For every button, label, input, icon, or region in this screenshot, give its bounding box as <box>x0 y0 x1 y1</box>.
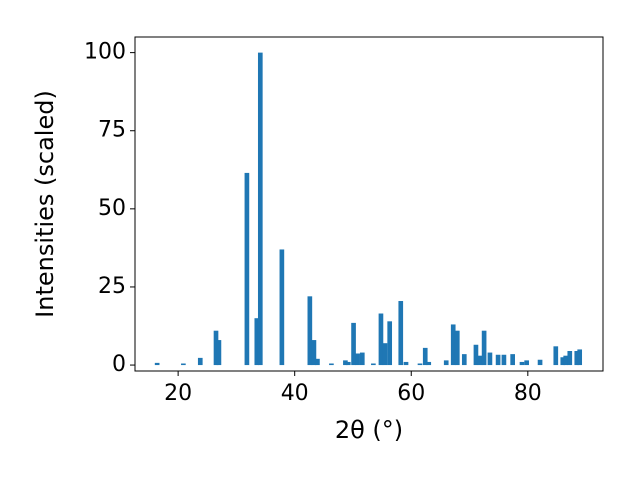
bar <box>371 363 376 366</box>
bar <box>359 352 365 366</box>
bar <box>213 330 219 366</box>
bar <box>181 363 186 366</box>
bar <box>454 330 460 366</box>
bar <box>473 344 479 366</box>
bar <box>574 351 580 366</box>
bar <box>524 360 529 366</box>
bar <box>403 361 409 366</box>
bar <box>553 346 559 366</box>
x-tick-label: 80 <box>514 381 542 406</box>
y-tick-label: 75 <box>98 118 126 143</box>
bar <box>216 340 222 366</box>
bar <box>398 301 404 366</box>
bar <box>257 52 263 366</box>
bar <box>567 351 573 366</box>
bar <box>355 353 360 366</box>
x-tick-label: 40 <box>281 381 309 406</box>
y-tick-label: 100 <box>84 40 126 65</box>
bar <box>577 349 583 366</box>
bar <box>443 360 449 366</box>
y-tick-label: 25 <box>98 274 126 299</box>
bar <box>537 359 543 366</box>
bar <box>426 361 432 366</box>
bar <box>510 354 515 366</box>
bar <box>487 352 493 366</box>
bar <box>279 249 285 366</box>
x-tick-label: 60 <box>397 381 425 406</box>
bar <box>154 362 160 366</box>
bar <box>254 318 260 366</box>
bar <box>560 357 566 366</box>
bar <box>461 354 467 366</box>
y-tick-label: 0 <box>112 352 126 377</box>
bar <box>343 360 348 366</box>
bar <box>422 347 428 366</box>
bar <box>197 357 203 366</box>
bar <box>501 354 507 366</box>
bar <box>519 361 525 366</box>
x-tick-label: 20 <box>164 381 192 406</box>
bar <box>307 296 313 366</box>
bar <box>417 363 423 366</box>
plot-frame <box>134 36 604 372</box>
bar <box>563 355 569 366</box>
bar <box>495 354 501 366</box>
bar <box>481 330 487 366</box>
bar <box>378 313 384 366</box>
bar <box>345 361 351 366</box>
bar <box>311 340 317 366</box>
bar <box>477 355 483 366</box>
x-axis-label: 2θ (°) <box>335 416 403 444</box>
y-tick-label: 50 <box>98 196 126 221</box>
bar <box>329 363 334 366</box>
y-axis-label: Intensities (scaled) <box>31 90 59 318</box>
bar <box>244 172 250 366</box>
bar <box>315 358 320 366</box>
bar <box>351 322 356 366</box>
bar <box>450 324 456 366</box>
bar <box>382 343 388 366</box>
bar <box>387 321 393 366</box>
